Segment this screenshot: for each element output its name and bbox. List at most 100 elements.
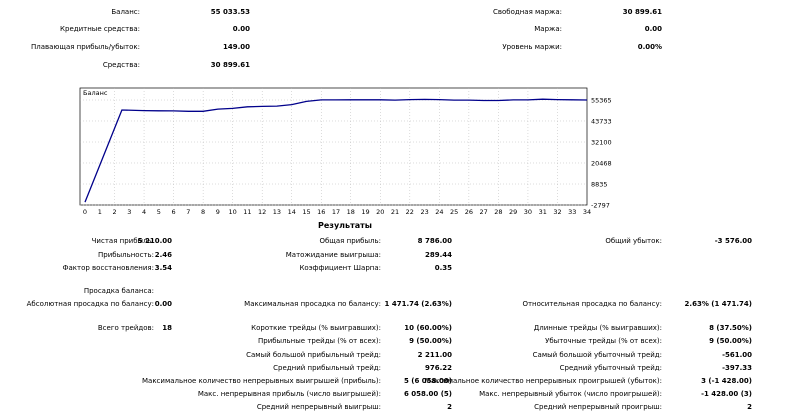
margin-level-label: Уровень маржи:	[502, 43, 562, 51]
sharpe-value: 0.35	[434, 264, 452, 272]
net-profit-value: 5 210.00	[137, 237, 172, 245]
margin-label: Маржа:	[534, 25, 562, 33]
short-trades-value: 10 (60.00%)	[404, 324, 452, 332]
avg-loss-label: Средний убыточный трейд:	[559, 364, 662, 372]
x-tick-label: 32	[553, 208, 561, 216]
max-consec-wins-value: 5 (6 058.00)	[403, 377, 452, 385]
x-tick-label: 14	[288, 208, 296, 216]
total-trades-value: 18	[162, 324, 172, 332]
balance-series-line	[84, 98, 588, 203]
x-tick-label: 13	[273, 208, 281, 216]
rel-drawdown-label: Относительная просадка по балансу:	[522, 300, 662, 308]
x-tick-label: 28	[494, 208, 502, 216]
expected-payoff-label: Матожидание выигрыша:	[285, 251, 381, 259]
avg-consec-losses-label: Средний непрерывный проигрыш:	[534, 403, 662, 411]
avg-profit-label: Средний прибыльный трейд:	[273, 364, 381, 372]
x-tick-label: 3	[127, 208, 131, 216]
x-tick-label: 0	[83, 208, 87, 216]
y-tick-label: 8835	[591, 181, 608, 189]
margin-level-value: 0.00%	[637, 43, 662, 51]
x-tick-label: 29	[509, 208, 517, 216]
x-tick-label: 30	[524, 208, 532, 216]
x-tick-label: 18	[347, 208, 355, 216]
max-consec-wins-label: Максимальное количество непрерывных выиг…	[142, 377, 381, 385]
x-tick-label: 34	[583, 208, 591, 216]
recovery-factor-label: Фактор восстановления:	[62, 264, 154, 272]
x-tick-label: 7	[186, 208, 190, 216]
long-trades-value: 8 (37.50%)	[709, 324, 752, 332]
x-tick-label: 25	[450, 208, 458, 216]
profit-factor-label: Прибыльность:	[98, 251, 154, 259]
largest-loss-label: Самый большой убыточный трейд:	[532, 351, 662, 359]
x-tick-label: 17	[332, 208, 340, 216]
avg-profit-value: 976.22	[424, 364, 452, 372]
loss-trades-value: 9 (50.00%)	[709, 337, 752, 345]
y-tick-label: 43733	[591, 117, 612, 125]
recovery-factor-value: 3.54	[154, 264, 172, 272]
y-tick-label: 20468	[591, 159, 612, 167]
floating-value: 149.00	[222, 43, 250, 51]
gross-profit-label: Общая прибыль:	[319, 237, 381, 245]
max-consec-loss-value: -1 428.00 (3)	[701, 390, 752, 398]
max-consec-profit-label: Макс. непрерывная прибыль (число выигрыш…	[197, 390, 381, 398]
balance-drawdown-label: Просадка баланса:	[83, 287, 154, 295]
abs-drawdown-label: Абсолютная просадка по балансу:	[26, 300, 154, 308]
x-tick-label: 6	[172, 208, 176, 216]
max-consec-losses-value: 3 (-1 428.00)	[701, 377, 752, 385]
chart-title: Баланс	[83, 89, 108, 97]
rel-drawdown-value: 2.63% (1 471.74)	[684, 300, 752, 308]
largest-profit-label: Самый большой прибыльный трейд:	[246, 351, 381, 359]
x-tick-label: 27	[480, 208, 488, 216]
x-tick-label: 5	[157, 208, 161, 216]
balance-chart: 0 1 2 3 4 5 6 7 8 9 10 11 12 13 14 15 16 17 18 19 20 21 22 23 24…	[79, 87, 612, 216]
x-tick-label: 23	[420, 208, 428, 216]
x-tick-label: 8	[201, 208, 205, 216]
free-margin-label: Свободная маржа:	[492, 8, 562, 16]
avg-consec-losses-value: 2	[747, 403, 752, 411]
x-tick-label: 20	[376, 208, 384, 216]
x-tick-label: 11	[243, 208, 251, 216]
x-tick-label: 33	[568, 208, 576, 216]
x-tick-label: 4	[142, 208, 146, 216]
short-trades-label: Короткие трейды (% выигравших):	[251, 324, 381, 332]
x-tick-label: 19	[361, 208, 369, 216]
x-tick-label: 26	[465, 208, 473, 216]
x-tick-label: 9	[216, 208, 220, 216]
gross-profit-value: 8 786.00	[417, 237, 452, 245]
y-tick-label: 55365	[591, 97, 612, 105]
total-trades-label: Всего трейдов:	[97, 324, 154, 332]
avg-loss-value: -397.33	[722, 364, 752, 372]
x-tick-label: 24	[435, 208, 443, 216]
profit-factor-value: 2.46	[154, 251, 172, 259]
chart-frame	[79, 87, 588, 206]
x-tick-label: 12	[258, 208, 266, 216]
x-tick-label: 22	[406, 208, 414, 216]
balance-value: 55 033.53	[210, 8, 250, 16]
y-axis-ticks: 55365 43733 32100 20468 8835 -2797	[591, 97, 612, 210]
max-consec-profit-value: 6 058.00 (5)	[403, 390, 452, 398]
largest-loss-value: -561.00	[722, 351, 752, 359]
margin-value: 0.00	[644, 25, 662, 33]
floating-label: Плавающая прибыль/убыток:	[31, 43, 140, 51]
x-tick-label: 10	[229, 208, 237, 216]
avg-consec-wins-label: Средний непрерывный выигрыш:	[256, 403, 381, 411]
profit-trades-label: Прибыльные трейды (% от всех):	[257, 337, 381, 345]
x-tick-label: 16	[317, 208, 325, 216]
credit-label: Кредитные средства:	[60, 25, 140, 33]
x-tick-label: 1	[98, 208, 102, 216]
expected-payoff-value: 289.44	[424, 251, 452, 259]
largest-profit-value: 2 211.00	[417, 351, 452, 359]
sharpe-label: Коэффициент Шарпа:	[299, 264, 381, 272]
max-consec-losses-label: Максимальное количество непрерывных прои…	[424, 377, 662, 385]
balance-label: Баланс:	[111, 8, 140, 16]
credit-value: 0.00	[232, 25, 250, 33]
gross-loss-value: -3 576.00	[714, 237, 752, 245]
y-tick-label: 32100	[591, 139, 612, 147]
x-tick-label: 21	[391, 208, 399, 216]
max-consec-loss-label: Макс. непрерывный убыток (число проигрыш…	[479, 390, 662, 398]
profit-trades-value: 9 (50.00%)	[409, 337, 452, 345]
chart-grid	[80, 88, 587, 206]
x-tick-label: 2	[112, 208, 116, 216]
max-drawdown-value: 1 471.74 (2.63%)	[384, 300, 452, 308]
x-tick-label: 15	[302, 208, 310, 216]
